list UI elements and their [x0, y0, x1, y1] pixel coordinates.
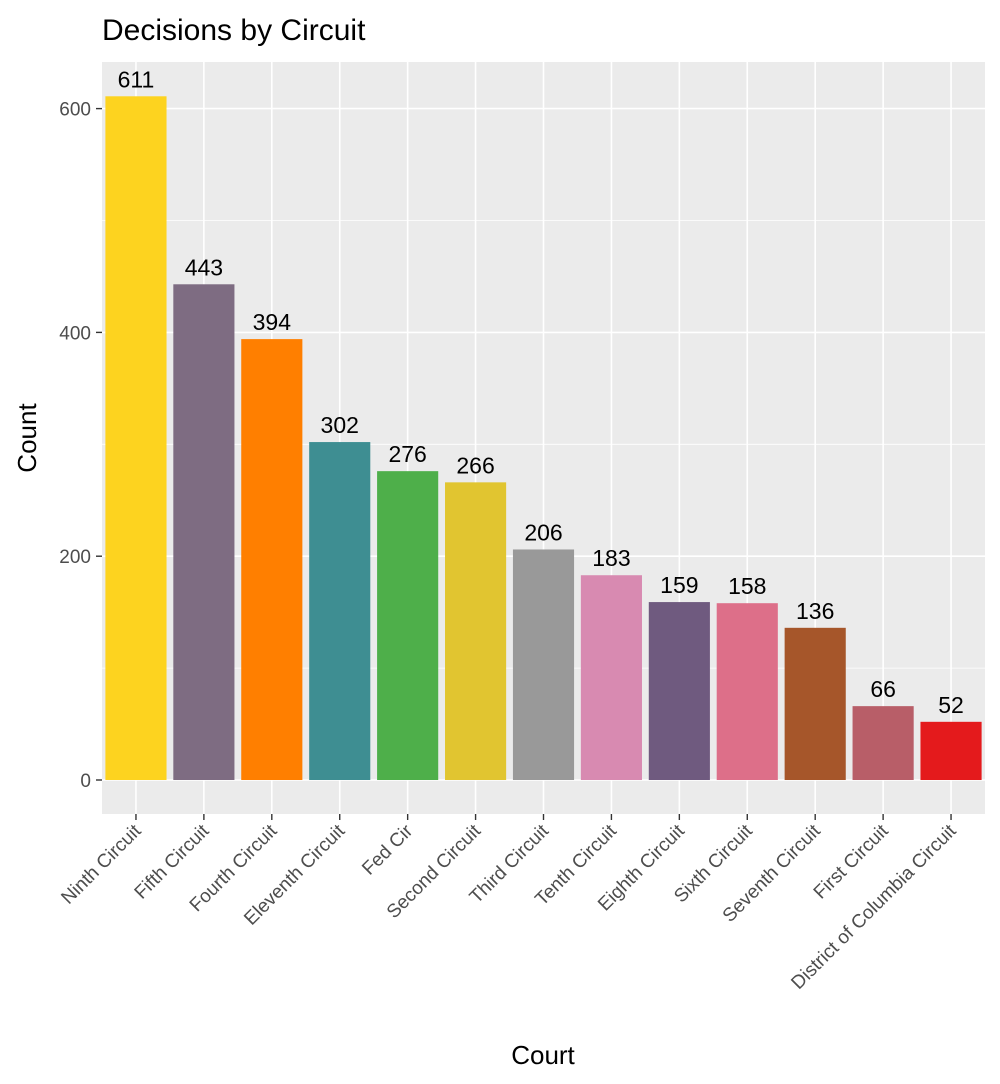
bar-value-label: 158	[728, 573, 766, 599]
value-labels: 611 443 394 302 276 266 206 183 159 158 136 66 52	[118, 66, 964, 718]
bar-value-label: 159	[660, 572, 698, 598]
bar	[784, 627, 846, 780]
bar-value-label: 302	[321, 412, 359, 438]
y-tick-label: 200	[59, 547, 91, 568]
bar-value-label: 266	[456, 452, 494, 478]
bar	[512, 549, 575, 780]
bar	[716, 603, 778, 780]
x-tick-label: Fed Cir	[358, 820, 417, 879]
bar	[105, 96, 167, 780]
bar	[852, 706, 914, 780]
bar-value-label: 443	[185, 254, 223, 280]
y-tick-label: 0	[80, 771, 91, 792]
bar-value-label: 136	[796, 598, 834, 624]
bar	[173, 284, 235, 780]
bar	[241, 339, 303, 780]
bar	[309, 442, 371, 780]
bar	[377, 471, 439, 780]
bar-value-label: 394	[253, 309, 292, 335]
bar	[580, 575, 642, 780]
bar-value-label: 52	[938, 692, 964, 718]
x-tick-label: Ninth Circuit	[57, 820, 146, 909]
y-axis: 0 200 400 600	[59, 100, 102, 792]
x-axis-title: Court	[511, 1040, 575, 1070]
bar	[920, 721, 982, 780]
bars	[105, 96, 982, 780]
bar	[445, 482, 507, 780]
y-axis-title: Count	[12, 403, 42, 473]
chart-title: Decisions by Circuit	[102, 14, 366, 47]
bar-value-label: 276	[388, 441, 426, 467]
y-tick-label: 400	[59, 323, 91, 344]
bar-value-label: 66	[870, 676, 896, 702]
y-tick-label: 600	[59, 100, 91, 121]
bar-value-label: 206	[524, 519, 562, 545]
bar	[648, 602, 710, 780]
bar-value-label: 611	[118, 66, 155, 92]
bar-value-label: 183	[592, 545, 630, 571]
